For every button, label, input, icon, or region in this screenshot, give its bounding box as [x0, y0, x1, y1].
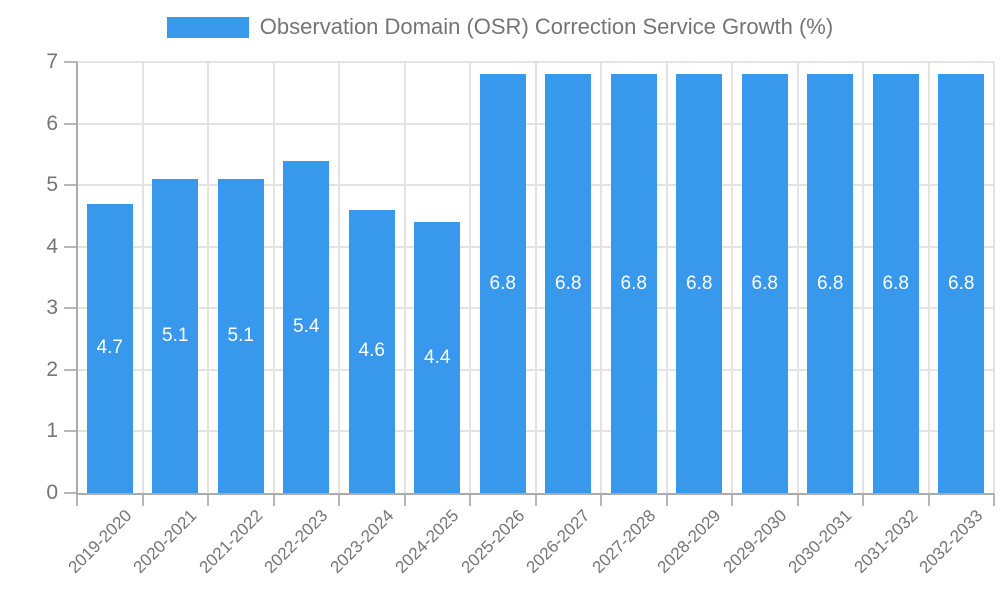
y-tick-label: 1: [46, 419, 58, 443]
x-tick: [207, 493, 209, 506]
x-gridline: [403, 62, 406, 493]
bar: [414, 222, 461, 493]
x-gridline: [862, 62, 864, 493]
bar-value-label: 6.8: [882, 272, 909, 294]
x-gridline: [927, 62, 930, 493]
x-gridline: [338, 62, 340, 493]
x-axis-line: [76, 493, 994, 495]
x-tick: [600, 493, 602, 506]
y-tick-label: 4: [46, 234, 58, 258]
y-tick: [64, 245, 77, 248]
legend: Observation Domain (OSR) Correction Serv…: [0, 14, 1000, 40]
bar: [217, 178, 264, 493]
bar-value-label: 6.8: [948, 272, 975, 294]
bar-value-label: 6.8: [751, 272, 778, 294]
x-tick: [534, 493, 537, 506]
y-tick: [64, 184, 77, 187]
x-tick: [469, 493, 471, 506]
bar-value-label: 6.8: [489, 272, 516, 294]
bar: [610, 74, 657, 493]
bar: [348, 209, 395, 493]
y-tick: [64, 307, 77, 310]
x-tick: [665, 493, 668, 506]
y-tick-label: 0: [46, 481, 58, 504]
y-tick: [64, 122, 77, 125]
x-tick: [403, 493, 406, 506]
bar-value-label: 6.8: [686, 272, 713, 294]
x-tick: [76, 493, 78, 506]
bar-value-label: 5.1: [162, 324, 189, 346]
x-tick: [796, 493, 799, 506]
bar: [676, 74, 723, 493]
bar-value-label: 5.1: [227, 324, 254, 346]
bar-value-label: 6.8: [620, 272, 647, 294]
x-tick: [272, 493, 275, 506]
x-tick: [141, 493, 144, 506]
y-tick-label: 6: [46, 111, 58, 135]
x-gridline: [731, 62, 733, 493]
legend-label: Observation Domain (OSR) Correction Serv…: [259, 14, 834, 39]
legend-swatch: [166, 16, 249, 38]
y-axis-line: [76, 62, 78, 493]
bar: [152, 178, 199, 493]
y-tick: [64, 492, 77, 494]
bar: [938, 74, 985, 493]
y-tick-label: 7: [46, 50, 58, 73]
x-gridline: [665, 62, 668, 493]
bar: [479, 74, 526, 493]
x-tick: [993, 493, 995, 506]
y-tick: [64, 368, 77, 371]
bar-value-label: 6.8: [555, 272, 582, 294]
bar: [86, 203, 133, 493]
x-tick: [862, 493, 864, 506]
x-gridline: [272, 62, 275, 493]
x-gridline: [207, 62, 209, 493]
bar-value-label: 4.7: [96, 337, 123, 359]
x-gridline: [796, 62, 799, 493]
x-tick: [927, 493, 930, 506]
bar: [872, 74, 919, 493]
y-tick: [64, 61, 77, 63]
x-gridline: [534, 62, 537, 493]
bar: [283, 160, 330, 493]
y-tick-label: 3: [46, 296, 58, 320]
y-tick: [64, 430, 77, 433]
x-gridline: [469, 62, 471, 493]
x-gridline: [141, 62, 144, 493]
bar-value-label: 6.8: [817, 272, 844, 294]
bar: [741, 74, 788, 493]
bar: [545, 74, 592, 493]
bar-value-label: 4.6: [358, 340, 385, 362]
bar: [807, 74, 854, 493]
x-gridline: [993, 62, 995, 493]
y-tick-label: 5: [46, 173, 58, 197]
x-tick: [731, 493, 733, 506]
x-tick: [338, 493, 340, 506]
bar-value-label: 4.4: [424, 346, 451, 368]
y-tick-label: 2: [46, 357, 58, 381]
x-gridline: [600, 62, 602, 493]
bar-value-label: 5.4: [293, 315, 320, 337]
